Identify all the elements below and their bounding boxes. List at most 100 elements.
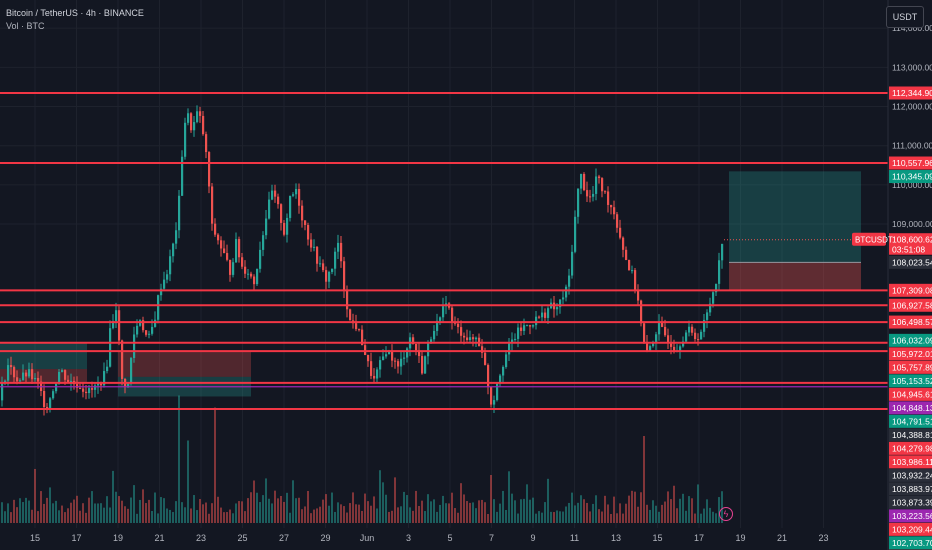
- candle-body: [82, 388, 85, 392]
- volume-bar: [232, 513, 234, 523]
- volume-bar: [172, 512, 174, 523]
- candle-body: [229, 259, 232, 275]
- candle-body: [343, 261, 346, 290]
- volume-bar: [343, 506, 345, 523]
- x-tick-label: 15: [30, 533, 40, 543]
- candle-body: [466, 337, 469, 341]
- candle-body: [436, 320, 439, 331]
- volume-bar: [388, 511, 390, 523]
- volume-bar: [649, 509, 651, 523]
- candle-body: [4, 380, 7, 383]
- currency-button[interactable]: USDT: [886, 6, 924, 28]
- volume-bar: [490, 475, 492, 523]
- candle-body: [370, 361, 373, 376]
- price-label-text: 03:51:08: [892, 245, 925, 255]
- candle-body: [106, 366, 109, 372]
- volume-bar: [511, 493, 513, 523]
- candle-body: [403, 357, 406, 359]
- candle-body: [529, 325, 532, 327]
- volume-bar: [697, 484, 699, 523]
- candle-body: [28, 369, 31, 377]
- x-tick-label: 21: [777, 533, 787, 543]
- candle-body: [121, 340, 124, 379]
- lightning-icon[interactable]: ϟ: [719, 507, 733, 521]
- candle-body: [13, 367, 16, 378]
- candle-body: [556, 307, 559, 310]
- volume-bar: [100, 503, 102, 523]
- candle-body: [658, 322, 661, 335]
- candle-body: [541, 312, 544, 318]
- volume-bar: [364, 493, 366, 523]
- candle-body: [88, 388, 91, 394]
- candle-body: [37, 377, 40, 382]
- volume-bar: [550, 511, 552, 523]
- volume-bar: [541, 512, 543, 523]
- volume-bar: [136, 513, 138, 523]
- x-tick-label: 17: [694, 533, 704, 543]
- candle-body: [133, 334, 136, 359]
- volume-bar: [403, 491, 405, 523]
- volume-bar: [625, 503, 627, 523]
- candle-body: [157, 295, 160, 320]
- candle-body: [415, 343, 418, 351]
- candle-body: [622, 237, 625, 250]
- volume-bar: [670, 499, 672, 523]
- volume-bar: [556, 510, 558, 523]
- y-tick-label: 111,000.00: [892, 141, 932, 151]
- candle-body: [232, 262, 235, 275]
- volume-bar: [139, 499, 141, 523]
- volume-bar: [691, 498, 693, 523]
- candle-body: [295, 189, 298, 195]
- candle-body: [685, 332, 688, 342]
- candle-body: [109, 328, 112, 367]
- price-label-text: 103,223.56: [892, 511, 932, 521]
- price-label-box: [889, 414, 932, 428]
- candle-body: [499, 375, 502, 384]
- volume-bar: [619, 503, 621, 523]
- candle-body: [379, 360, 382, 370]
- volume-bar: [271, 503, 273, 523]
- candle-body: [238, 239, 241, 258]
- volume-bar: [34, 468, 36, 523]
- volume-bar: [196, 510, 198, 523]
- candle-body: [586, 190, 589, 197]
- candle-body: [355, 323, 358, 330]
- volume-bar: [319, 506, 321, 523]
- candle-body: [574, 216, 577, 252]
- volume-bar: [157, 513, 159, 523]
- candle-body: [169, 256, 172, 275]
- volume-bar: [493, 499, 495, 523]
- volume-bar: [415, 490, 417, 523]
- volume-bar: [391, 510, 393, 523]
- volume-bar: [154, 492, 156, 523]
- candle-body: [670, 343, 673, 347]
- price-label-box: [889, 441, 932, 455]
- volume-bar: [616, 513, 618, 523]
- candle-body: [340, 242, 343, 262]
- candle-body: [715, 283, 718, 293]
- volume-bar: [7, 503, 9, 523]
- candle-body: [142, 320, 145, 331]
- volume-bar: [370, 505, 372, 523]
- candle-body: [7, 365, 10, 381]
- candle-body: [568, 275, 571, 287]
- volume-bar: [82, 503, 84, 523]
- candle-body: [256, 268, 259, 285]
- price-label-box: [889, 298, 932, 312]
- volume-bar: [316, 508, 318, 523]
- volume-bar: [37, 511, 39, 523]
- candle-body: [10, 365, 13, 368]
- price-label-box: [889, 455, 932, 469]
- price-label-text: 104,848.13: [892, 403, 932, 413]
- candle-body: [634, 270, 637, 290]
- candle-body: [346, 289, 349, 310]
- candle-body: [190, 113, 193, 131]
- volume-bar: [118, 496, 120, 523]
- volume-bar: [265, 478, 267, 523]
- candle-body: [712, 292, 715, 304]
- volume-bar: [241, 501, 243, 523]
- price-label-text: 103,986.11: [892, 457, 932, 467]
- volume-bar: [88, 497, 90, 523]
- volume-bar: [385, 494, 387, 523]
